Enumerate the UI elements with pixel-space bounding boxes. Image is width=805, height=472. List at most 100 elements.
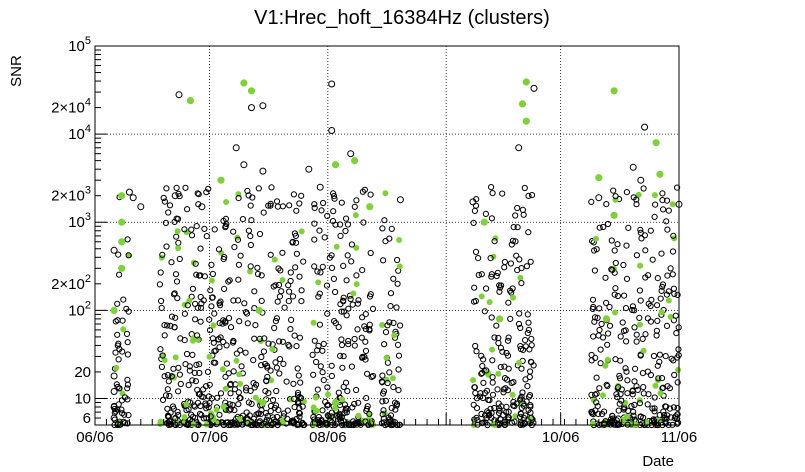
data-point: [507, 260, 514, 267]
data-point: [664, 226, 671, 233]
data-point: [340, 353, 347, 360]
data-point: [330, 193, 338, 200]
data-point: [222, 223, 229, 230]
data-point: [114, 300, 121, 307]
highlight-point: [518, 100, 527, 108]
data-point: [658, 250, 665, 257]
data-point: [189, 377, 196, 384]
data-point: [194, 190, 201, 197]
data-point: [510, 224, 517, 231]
data-point: [189, 351, 196, 358]
data-point: [591, 267, 599, 274]
data-point: [314, 386, 321, 393]
x-axis-label: Date: [642, 453, 674, 470]
data-point: [657, 295, 664, 302]
data-point: [159, 251, 166, 258]
data-point: [647, 371, 655, 379]
data-point: [359, 314, 366, 321]
data-point: [596, 385, 603, 392]
data-point: [185, 406, 192, 413]
data-point: [328, 127, 336, 134]
data-point: [206, 400, 213, 407]
data-point: [280, 360, 287, 367]
data-point: [313, 358, 320, 366]
highlight-point: [509, 294, 516, 301]
data-point: [328, 362, 335, 369]
data-point: [388, 405, 395, 412]
data-point: [661, 412, 668, 419]
data-point: [480, 379, 487, 386]
data-point: [604, 382, 611, 390]
data-point: [214, 394, 221, 401]
data-point: [324, 310, 331, 317]
data-point: [166, 202, 174, 209]
data-point: [364, 370, 371, 377]
data-point: [513, 400, 520, 407]
data-point: [194, 399, 202, 406]
x-tick-label: 08/06: [309, 429, 347, 446]
data-point: [161, 322, 168, 329]
data-point: [353, 272, 360, 279]
chart-title: V1:Hrec_hoft_16384Hz (clusters): [254, 7, 550, 29]
highlight-point: [271, 256, 278, 263]
data-point: [300, 258, 307, 265]
data-point: [192, 414, 199, 421]
data-point: [200, 415, 207, 422]
data-point: [193, 361, 200, 368]
data-point: [528, 192, 536, 199]
data-point: [616, 400, 623, 407]
data-point: [262, 409, 269, 417]
data-point: [613, 391, 620, 398]
data-point: [528, 342, 535, 349]
data-point: [110, 246, 118, 254]
data-point: [258, 297, 265, 304]
data-point: [519, 389, 526, 396]
data-point: [210, 339, 217, 346]
data-point: [479, 362, 486, 370]
data-point: [519, 206, 527, 213]
data-point: [165, 378, 172, 385]
data-point: [366, 326, 373, 333]
data-point: [225, 370, 232, 377]
data-point: [339, 297, 347, 304]
data-point: [488, 314, 495, 321]
data-point: [216, 411, 223, 418]
data-point: [614, 394, 621, 401]
data-point: [343, 277, 350, 284]
data-point: [208, 261, 215, 268]
data-point: [293, 239, 300, 246]
data-point: [276, 370, 283, 377]
data-point: [366, 410, 373, 417]
data-point: [227, 380, 234, 388]
data-point: [270, 420, 277, 427]
data-point: [233, 350, 240, 357]
data-point: [491, 238, 498, 245]
data-point: [505, 334, 512, 341]
highlight-point: [118, 192, 126, 200]
data-point: [175, 239, 182, 246]
data-point: [248, 217, 255, 224]
highlight-point: [350, 290, 357, 297]
data-point: [264, 362, 271, 369]
data-point: [311, 236, 318, 243]
highlight-point: [602, 315, 611, 323]
highlight-point: [174, 228, 181, 235]
data-point: [264, 373, 271, 381]
data-point: [285, 341, 292, 348]
grid-lines: [95, 46, 679, 425]
data-point: [518, 280, 525, 287]
data-point: [116, 385, 123, 392]
data-point: [469, 198, 477, 206]
data-point: [500, 386, 507, 393]
data-point: [662, 353, 669, 360]
data-point: [672, 312, 679, 319]
data-point: [161, 198, 168, 205]
data-point: [157, 346, 164, 353]
data-point: [482, 210, 489, 217]
data-point: [641, 232, 649, 239]
data-point: [338, 199, 345, 206]
data-point: [493, 272, 500, 280]
highlight-point: [310, 319, 317, 326]
highlight-point: [186, 97, 194, 105]
data-point: [328, 372, 335, 380]
